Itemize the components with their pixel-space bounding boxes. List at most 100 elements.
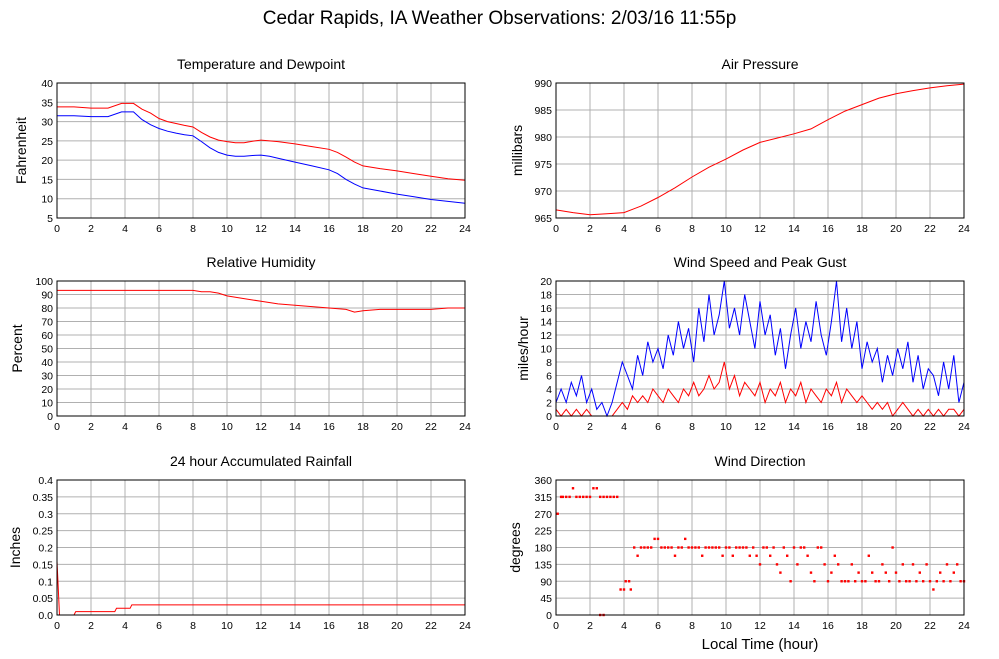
x-tick-label: 4 (621, 421, 627, 433)
y-tick-label: 180 (534, 543, 552, 555)
x-tick-label: 22 (425, 421, 437, 433)
y-tick-label: 6 (546, 371, 552, 383)
scatter-point (605, 495, 609, 499)
scatter-point (680, 546, 683, 549)
scatter-point (932, 588, 935, 591)
x-tick-label: 24 (459, 223, 471, 235)
scatter-point (673, 554, 677, 557)
scatter-point (701, 554, 704, 557)
x-tick-label: 20 (890, 620, 902, 632)
x-tick-label: 8 (190, 223, 196, 235)
scatter-point (769, 554, 772, 557)
y-tick-label: 100 (35, 276, 53, 288)
scatter-point (786, 554, 789, 557)
scatter-point (952, 571, 955, 574)
scatter-point (559, 495, 563, 499)
scatter-point (840, 580, 843, 583)
scatter-point (735, 546, 738, 549)
y-tick-label: 40 (41, 78, 53, 90)
scatter-point (622, 588, 626, 591)
scatter-point (561, 495, 564, 499)
scatter-point (619, 588, 622, 591)
plot-frame (555, 280, 965, 417)
x-tick-label: 24 (958, 620, 970, 632)
scatter-point (711, 546, 714, 549)
y-tick-label: 0.25 (33, 526, 54, 538)
y-tick-label: 16 (540, 303, 552, 315)
x-tick-label: 8 (689, 223, 695, 235)
x-tick-label: 16 (822, 421, 834, 433)
x-tick-label: 0 (553, 620, 559, 632)
scatter-point (854, 580, 857, 583)
x-tick-label: 10 (720, 421, 732, 433)
y-tick-label: 25 (41, 136, 53, 148)
scatter-point (707, 546, 711, 549)
scatter-point (939, 571, 942, 574)
scatter-point (575, 495, 578, 499)
x-tick-label: 16 (323, 620, 335, 632)
y-tick-label: 0.0 (38, 610, 53, 622)
x-tick-label: 0 (553, 421, 559, 433)
scatter-point (571, 487, 575, 490)
scatter-point (779, 571, 782, 574)
scatter-point (602, 495, 605, 499)
scatter-point (809, 571, 813, 574)
y-tick-label: 10 (540, 344, 552, 356)
chart-title: Air Pressure (721, 56, 798, 72)
x-tick-label: 6 (156, 421, 162, 433)
y-tick-label: 70 (41, 317, 53, 329)
y-axis-label: millibars (509, 125, 525, 176)
y-tick-label: 20 (41, 155, 53, 167)
x-tick-label: 20 (391, 223, 403, 235)
scatter-point (731, 554, 734, 557)
x-tick-label: 12 (754, 620, 766, 632)
x-tick-label: 24 (459, 620, 471, 632)
y-tick-label: 0.15 (33, 559, 54, 571)
y-tick-label: 45 (540, 593, 552, 605)
x-tick-label: 16 (323, 223, 335, 235)
scatter-point (556, 512, 559, 515)
y-tick-label: 50 (41, 344, 53, 356)
x-tick-label: 24 (958, 223, 970, 235)
scatter-point (945, 563, 949, 566)
scatter-point (888, 580, 891, 583)
scatter-point (820, 546, 823, 549)
scatter-point (616, 495, 619, 499)
y-tick-label: 0.05 (33, 593, 54, 605)
scatter-point (690, 546, 694, 549)
scatter-point (813, 580, 816, 583)
x-tick-label: 16 (822, 223, 834, 235)
scatter-point (823, 563, 826, 566)
y-tick-label: 5 (47, 213, 53, 225)
x-tick-label: 10 (720, 223, 732, 235)
series-line-0 (57, 289, 465, 313)
x-tick-label: 20 (391, 620, 403, 632)
y-tick-label: 0.3 (38, 509, 53, 521)
y-tick-label: 270 (534, 509, 552, 521)
y-tick-label: 90 (41, 290, 53, 302)
scatter-point (871, 571, 874, 574)
plot-frame (56, 82, 466, 219)
y-tick-label: 15 (41, 174, 53, 186)
x-tick-label: 12 (255, 620, 267, 632)
scatter-point (860, 580, 864, 583)
x-tick-label: 2 (587, 421, 593, 433)
x-tick-label: 6 (156, 223, 162, 235)
scatter-point (758, 563, 762, 566)
y-tick-label: 35 (41, 97, 53, 109)
scatter-point (796, 563, 799, 566)
scatter-point (755, 554, 758, 557)
x-tick-label: 18 (856, 223, 868, 235)
x-tick-label: 10 (221, 223, 233, 235)
x-tick-label: 20 (890, 223, 902, 235)
y-axis-label: Fahrenheit (13, 117, 29, 184)
scatter-point (667, 546, 670, 549)
x-tick-label: 20 (391, 421, 403, 433)
scatter-point (843, 580, 847, 583)
y-tick-label: 8 (546, 357, 552, 369)
x-tick-label: 18 (856, 620, 868, 632)
x-tick-label: 2 (587, 223, 593, 235)
